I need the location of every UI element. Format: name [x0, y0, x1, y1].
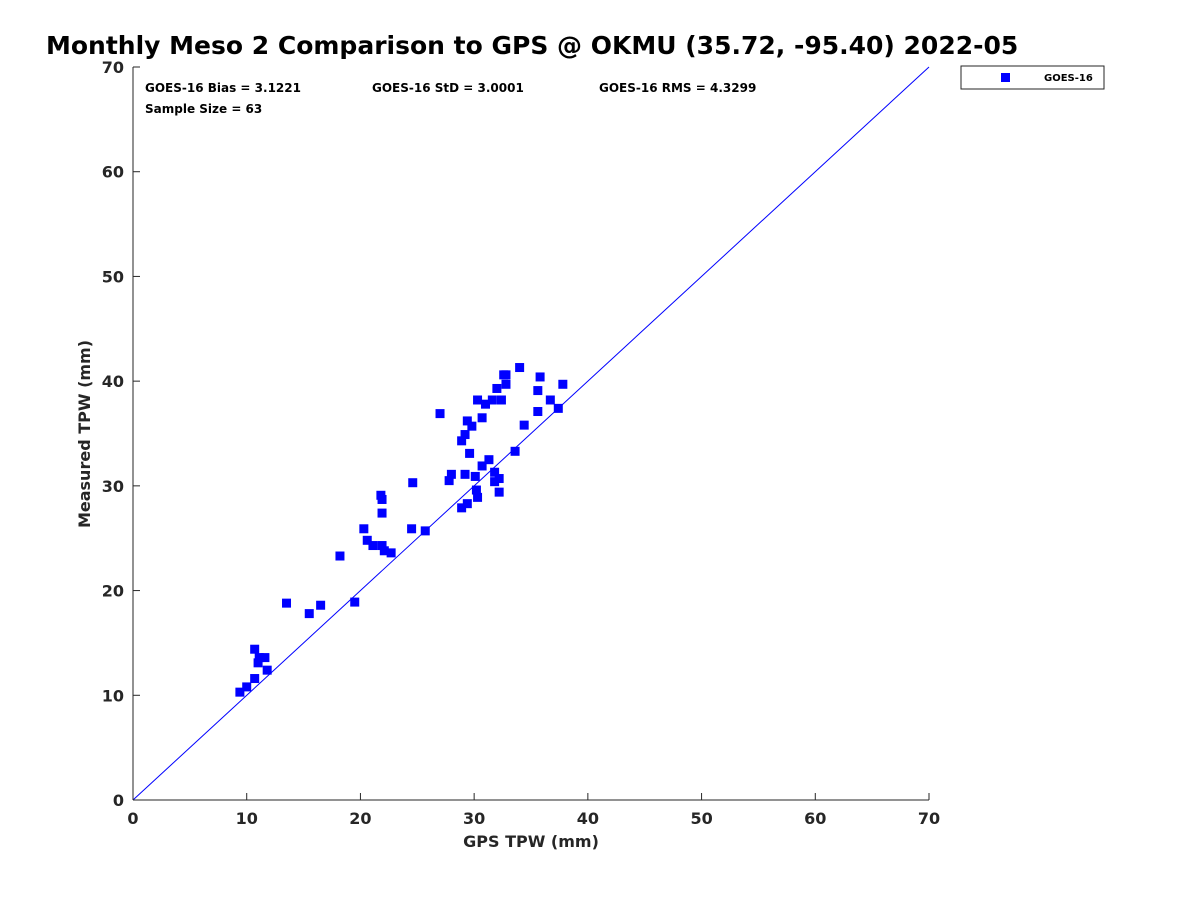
legend-box [960, 65, 1105, 90]
y-tick-label: 40 [102, 372, 124, 391]
data-point [457, 436, 467, 446]
data-point [501, 370, 511, 380]
data-point [242, 682, 252, 692]
stat-rms: GOES-16 RMS = 4.3299 [599, 81, 756, 95]
y-tick-label: 60 [102, 163, 124, 182]
data-point [533, 386, 543, 396]
data-point [304, 609, 314, 619]
stat-std: GOES-16 StD = 3.0001 [372, 81, 524, 95]
y-axis-label: Measured TPW (mm) [75, 340, 94, 528]
x-tick-label: 40 [577, 809, 599, 828]
data-point [435, 409, 445, 419]
data-point [457, 503, 467, 513]
x-tick-label: 70 [918, 809, 940, 828]
data-point [359, 524, 369, 534]
data-point [460, 469, 470, 479]
data-point [535, 372, 545, 382]
stat-bias: GOES-16 Bias = 3.1221 [145, 81, 301, 95]
data-point [490, 477, 500, 487]
y-tick-label: 30 [102, 477, 124, 496]
chart-title: Monthly Meso 2 Comparison to GPS @ OKMU … [46, 31, 1018, 60]
data-point [473, 492, 483, 502]
data-point [558, 379, 568, 389]
data-point [473, 395, 483, 405]
data-point [519, 420, 529, 430]
data-point [467, 421, 477, 431]
data-point [386, 548, 396, 558]
stat-sample-size: Sample Size = 63 [145, 102, 262, 116]
data-point [408, 478, 418, 488]
data-point [462, 499, 472, 509]
data-point [545, 395, 555, 405]
data-point [462, 416, 472, 426]
data-point [494, 487, 504, 497]
data-point [492, 383, 502, 393]
legend: GOES-16 [960, 65, 1105, 90]
y-tick-label: 10 [102, 686, 124, 705]
data-point [501, 379, 511, 389]
data-point [484, 455, 494, 465]
data-point [253, 658, 263, 668]
data-points [235, 363, 568, 697]
data-point [379, 546, 389, 556]
y-tick-label: 70 [102, 58, 124, 77]
y-tick-label: 50 [102, 267, 124, 286]
data-point [254, 653, 264, 663]
y-ticks: 0 10 20 30 40 50 60 70 [102, 58, 140, 810]
x-tick-label: 50 [690, 809, 712, 828]
data-point [350, 597, 360, 607]
data-point [460, 430, 470, 440]
data-point [262, 665, 272, 675]
y-tick-label: 0 [113, 791, 124, 810]
x-tick-label: 60 [804, 809, 826, 828]
data-point [553, 403, 563, 413]
data-point [235, 687, 245, 697]
data-point [481, 399, 491, 409]
data-point [420, 526, 430, 536]
data-point [496, 395, 506, 405]
x-tick-label: 20 [349, 809, 371, 828]
x-tick-label: 0 [127, 809, 138, 828]
data-point [335, 551, 345, 561]
data-point [377, 541, 387, 551]
data-point [494, 474, 504, 484]
data-point [490, 467, 500, 477]
legend-label: GOES-16 [1044, 73, 1093, 84]
data-point [316, 600, 326, 610]
x-tick-label: 30 [463, 809, 485, 828]
data-point [250, 644, 260, 654]
data-point [377, 508, 387, 518]
reference-line-group [132, 66, 930, 801]
legend-marker [1001, 73, 1010, 82]
data-point [487, 395, 497, 405]
x-axis-label: GPS TPW (mm) [463, 832, 599, 851]
data-point [515, 363, 525, 373]
data-point [444, 476, 454, 486]
axes [132, 67, 929, 801]
x-ticks: 0 10 20 30 40 50 60 70 [127, 793, 940, 828]
data-point [377, 494, 387, 504]
data-point [362, 535, 372, 545]
data-point [446, 469, 456, 479]
data-point [250, 674, 260, 684]
data-point [477, 413, 487, 423]
data-point [465, 448, 475, 458]
one-to-one-line [132, 66, 930, 801]
data-point [407, 524, 417, 534]
y-tick-label: 20 [102, 582, 124, 601]
data-point [533, 407, 543, 417]
data-point [470, 471, 480, 481]
data-point [282, 598, 292, 608]
data-point [471, 485, 481, 495]
data-point [477, 461, 487, 471]
data-point [260, 653, 270, 663]
data-point [368, 541, 378, 551]
x-tick-label: 10 [236, 809, 258, 828]
data-point [510, 446, 520, 456]
